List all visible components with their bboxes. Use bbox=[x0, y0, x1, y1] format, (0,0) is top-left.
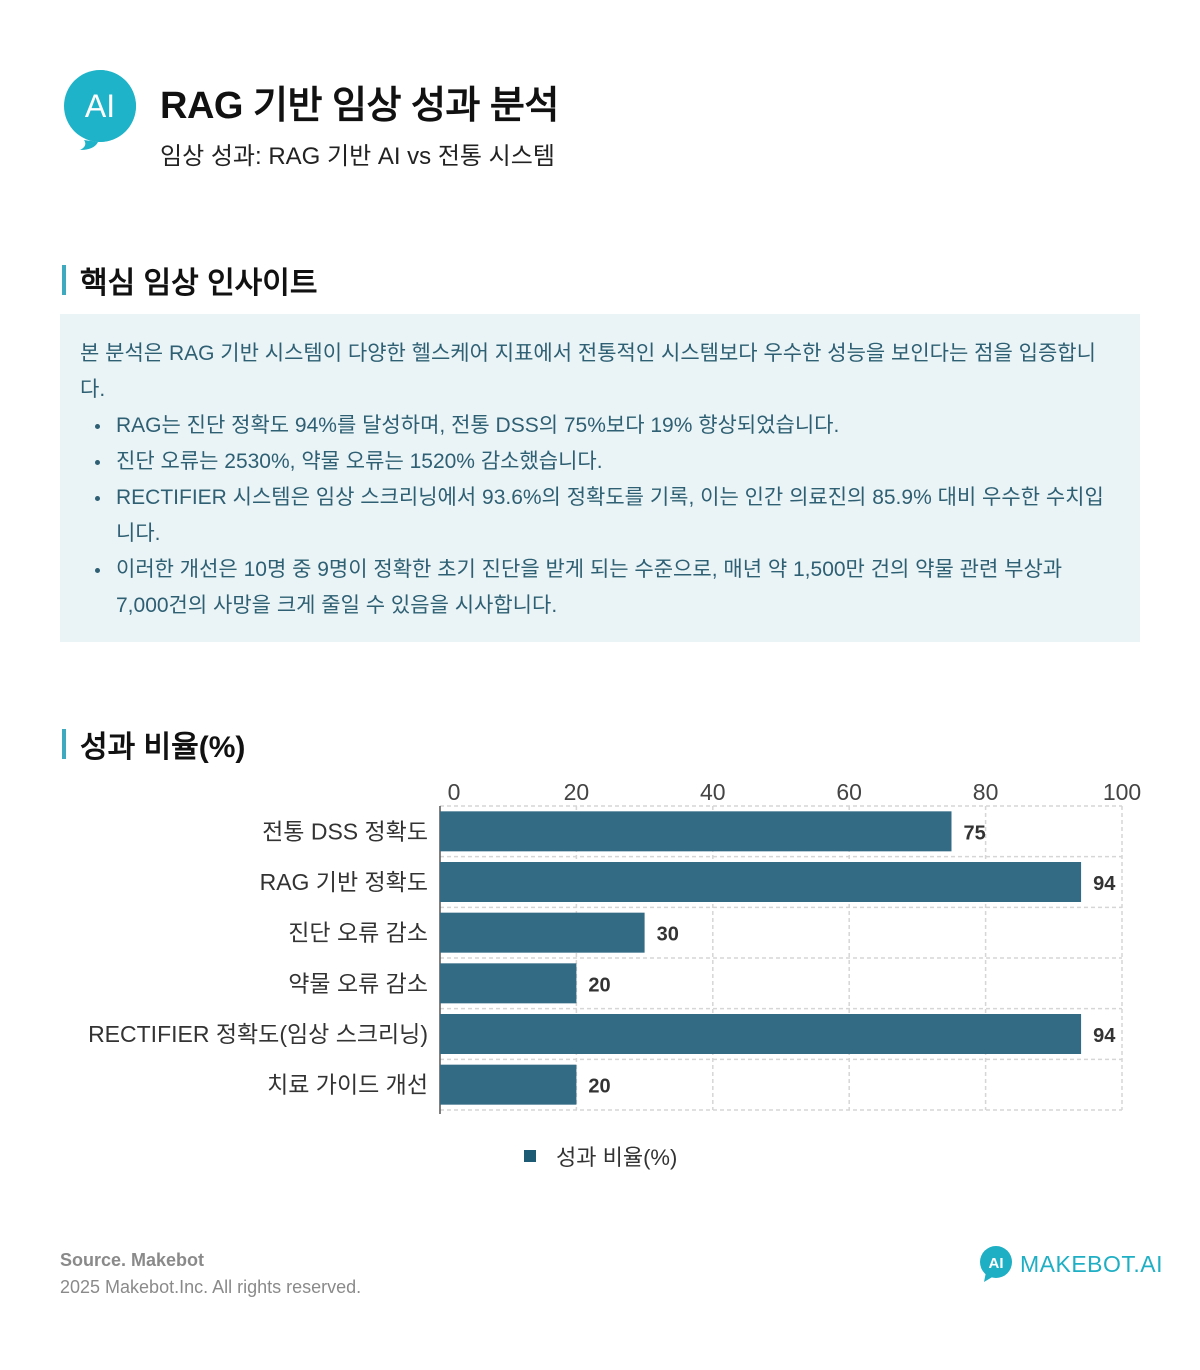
brand-logo: AI MAKEBOT.AI bbox=[980, 1246, 1163, 1282]
bar bbox=[440, 1064, 577, 1105]
y-tick-label: 전통 DSS 정확도 bbox=[262, 818, 428, 844]
insights-intro: 본 분석은 RAG 기반 시스템이 다양한 헬스케어 지표에서 전통적인 시스템… bbox=[80, 342, 1096, 401]
x-tick-label: 100 bbox=[1103, 779, 1141, 805]
copyright-text: 2025 Makebot.Inc. All rights reserved. bbox=[60, 1277, 362, 1297]
bar bbox=[440, 1014, 1082, 1054]
list-item: 진단 오류는 2530%, 약물 오류는 1520% 감소했습니다. bbox=[95, 444, 1120, 480]
data-label: 94 bbox=[1093, 873, 1116, 895]
chart-heading: 성과 비율(%) bbox=[62, 722, 245, 766]
bullet-dot bbox=[95, 460, 100, 465]
bar bbox=[440, 862, 1082, 902]
data-label: 94 bbox=[1093, 1025, 1116, 1047]
makebot-logo-icon: AI bbox=[980, 1246, 1012, 1282]
x-tick-label: 40 bbox=[700, 779, 726, 805]
ai-logo-icon: AI bbox=[64, 70, 136, 150]
list-item: RECTIFIER 시스템은 임상 스크리닝에서 93.6%의 정확도를 기록,… bbox=[95, 480, 1120, 552]
bullet-dot bbox=[95, 568, 100, 573]
y-tick-label: 약물 오류 감소 bbox=[288, 970, 428, 996]
logo-text: AI bbox=[85, 88, 115, 124]
insights-list: RAG는 진단 정확도 94%를 달성하며, 전통 DSS의 75%보다 19%… bbox=[80, 408, 1120, 624]
bar bbox=[440, 811, 952, 852]
data-label: 20 bbox=[588, 1076, 610, 1098]
bullet-dot bbox=[95, 424, 100, 429]
svg-text:AI: AI bbox=[989, 1255, 1004, 1272]
y-tick-label: RECTIFIER 정확도(임상 스크리닝) bbox=[88, 1021, 428, 1047]
chart-legend: 성과 비율(%) bbox=[524, 1140, 677, 1172]
insights-heading: 핵심 임상 인사이트 bbox=[62, 258, 317, 302]
y-tick-label: RAG 기반 정확도 bbox=[260, 869, 428, 895]
bullet-dot bbox=[95, 496, 100, 501]
bullet-text: RAG는 진단 정확도 94%를 달성하며, 전통 DSS의 75%보다 19%… bbox=[116, 414, 840, 437]
data-label: 20 bbox=[588, 974, 610, 996]
bullet-text: 진단 오류는 2530%, 약물 오류는 1520% 감소했습니다. bbox=[116, 450, 603, 473]
bar bbox=[440, 912, 645, 953]
bar bbox=[440, 963, 577, 1004]
x-tick-label: 80 bbox=[973, 779, 999, 805]
data-label: 75 bbox=[964, 822, 986, 844]
list-item: 이러한 개선은 10명 중 9명이 정확한 초기 진단을 받게 되는 수준으로,… bbox=[95, 552, 1120, 624]
x-tick-label: 20 bbox=[564, 779, 590, 805]
brand-name: MAKEBOT.AI bbox=[1020, 1250, 1164, 1277]
legend-swatch bbox=[524, 1150, 536, 1162]
source-label: Source. Makebot bbox=[60, 1250, 205, 1270]
section-accent-bar bbox=[62, 729, 66, 759]
section-accent-bar bbox=[62, 265, 66, 295]
insights-box: 본 분석은 RAG 기반 시스템이 다양한 헬스케어 지표에서 전통적인 시스템… bbox=[60, 314, 1140, 642]
bullet-text: RECTIFIER 시스템은 임상 스크리닝에서 93.6%의 정확도를 기록,… bbox=[116, 486, 1104, 545]
bullet-text: 이러한 개선은 10명 중 9명이 정확한 초기 진단을 받게 되는 수준으로,… bbox=[116, 558, 1063, 617]
chart-heading-text: 성과 비율(%) bbox=[80, 731, 246, 764]
insights-heading-text: 핵심 임상 인사이트 bbox=[80, 267, 318, 300]
y-tick-label: 치료 가이드 개선 bbox=[267, 1072, 428, 1098]
legend-label: 성과 비율(%) bbox=[556, 1145, 678, 1170]
x-tick-label: 60 bbox=[836, 779, 862, 805]
page-title: RAG 기반 임상 성과 분석 bbox=[160, 85, 559, 127]
page-subtitle: 임상 성과: RAG 기반 AI vs 전통 시스템 bbox=[160, 143, 555, 170]
x-tick-label: 0 bbox=[448, 779, 461, 805]
data-label: 30 bbox=[657, 924, 679, 946]
list-item: RAG는 진단 정확도 94%를 달성하며, 전통 DSS의 75%보다 19%… bbox=[95, 408, 1120, 444]
y-tick-label: 진단 오류 감소 bbox=[288, 920, 428, 946]
